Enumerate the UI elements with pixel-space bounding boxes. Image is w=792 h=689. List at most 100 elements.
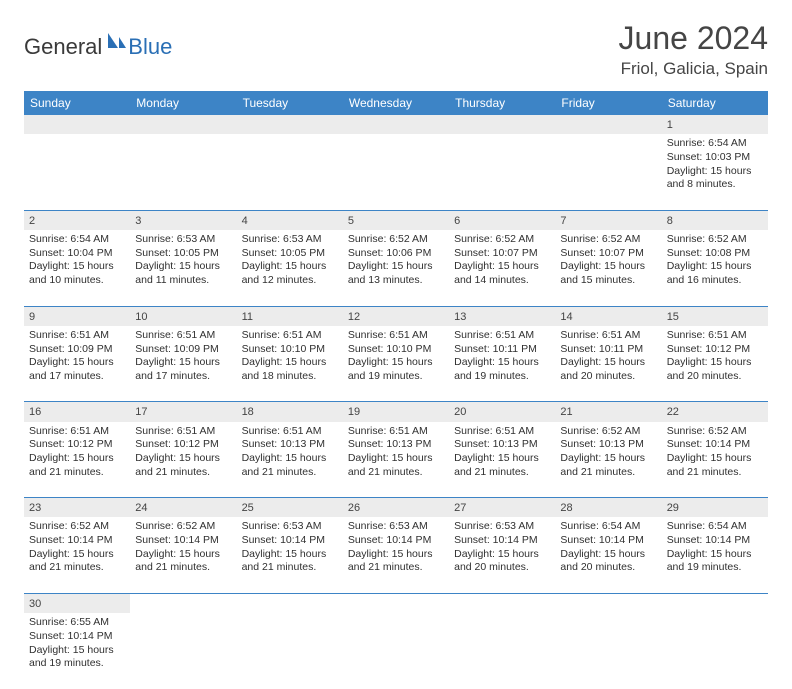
daylight-text-2: and 21 minutes. bbox=[135, 561, 231, 575]
day-number-row: 9101112131415 bbox=[24, 306, 768, 326]
day-cell: Sunrise: 6:51 AMSunset: 10:10 PMDaylight… bbox=[237, 326, 343, 402]
daylight-text-2: and 16 minutes. bbox=[667, 274, 763, 288]
sunrise-text: Sunrise: 6:51 AM bbox=[348, 329, 444, 343]
brand-part1: General bbox=[24, 34, 102, 60]
day-number-cell: 29 bbox=[662, 498, 768, 518]
sunrise-text: Sunrise: 6:52 AM bbox=[560, 233, 656, 247]
day-number-cell: 12 bbox=[343, 306, 449, 326]
day-number: 4 bbox=[242, 214, 338, 228]
sunrise-text: Sunrise: 6:53 AM bbox=[454, 520, 550, 534]
day-cell: Sunrise: 6:52 AMSunset: 10:14 PMDaylight… bbox=[130, 517, 236, 593]
daylight-text-2: and 10 minutes. bbox=[29, 274, 125, 288]
daylight-text-1: Daylight: 15 hours bbox=[348, 356, 444, 370]
sunrise-text: Sunrise: 6:51 AM bbox=[454, 329, 550, 343]
daylight-text-1: Daylight: 15 hours bbox=[348, 260, 444, 274]
day-cell bbox=[555, 613, 661, 689]
daylight-text-2: and 21 minutes. bbox=[667, 466, 763, 480]
day-cell: Sunrise: 6:51 AMSunset: 10:11 PMDaylight… bbox=[555, 326, 661, 402]
location-label: Friol, Galicia, Spain bbox=[619, 59, 768, 79]
sunrise-text: Sunrise: 6:52 AM bbox=[667, 233, 763, 247]
day-number: 27 bbox=[454, 501, 550, 515]
day-number-cell: 26 bbox=[343, 498, 449, 518]
weekday-header: Friday bbox=[555, 91, 661, 115]
daylight-text-2: and 15 minutes. bbox=[560, 274, 656, 288]
day-number-cell: 14 bbox=[555, 306, 661, 326]
sunset-text: Sunset: 10:10 PM bbox=[348, 343, 444, 357]
daylight-text-2: and 20 minutes. bbox=[667, 370, 763, 384]
day-number: 12 bbox=[348, 310, 444, 324]
weekday-header: Wednesday bbox=[343, 91, 449, 115]
weekday-header: Thursday bbox=[449, 91, 555, 115]
daylight-text-1: Daylight: 15 hours bbox=[135, 260, 231, 274]
sunset-text: Sunset: 10:14 PM bbox=[135, 534, 231, 548]
day-number-cell: 5 bbox=[343, 210, 449, 230]
day-cell: Sunrise: 6:51 AMSunset: 10:12 PMDaylight… bbox=[24, 422, 130, 498]
sunrise-text: Sunrise: 6:51 AM bbox=[135, 329, 231, 343]
sunset-text: Sunset: 10:12 PM bbox=[667, 343, 763, 357]
day-number: 9 bbox=[29, 310, 125, 324]
sunrise-text: Sunrise: 6:54 AM bbox=[667, 137, 763, 151]
day-cell: Sunrise: 6:54 AMSunset: 10:14 PMDaylight… bbox=[555, 517, 661, 593]
day-number-cell: 15 bbox=[662, 306, 768, 326]
sunset-text: Sunset: 10:12 PM bbox=[135, 438, 231, 452]
day-number: 15 bbox=[667, 310, 763, 324]
day-number-row: 1 bbox=[24, 115, 768, 134]
calendar-table: SundayMondayTuesdayWednesdayThursdayFrid… bbox=[24, 91, 768, 689]
day-number-cell: 2 bbox=[24, 210, 130, 230]
day-number-cell: 19 bbox=[343, 402, 449, 422]
daylight-text-2: and 21 minutes. bbox=[454, 466, 550, 480]
daylight-text-2: and 21 minutes. bbox=[348, 466, 444, 480]
sunset-text: Sunset: 10:14 PM bbox=[667, 438, 763, 452]
weekday-header: Monday bbox=[130, 91, 236, 115]
day-number-row: 16171819202122 bbox=[24, 402, 768, 422]
weekday-header-row: SundayMondayTuesdayWednesdayThursdayFrid… bbox=[24, 91, 768, 115]
day-detail-row: Sunrise: 6:54 AMSunset: 10:03 PMDaylight… bbox=[24, 134, 768, 210]
sunset-text: Sunset: 10:03 PM bbox=[667, 151, 763, 165]
sunrise-text: Sunrise: 6:51 AM bbox=[667, 329, 763, 343]
day-number-row: 23242526272829 bbox=[24, 498, 768, 518]
sunset-text: Sunset: 10:04 PM bbox=[29, 247, 125, 261]
daylight-text-1: Daylight: 15 hours bbox=[454, 356, 550, 370]
sunset-text: Sunset: 10:07 PM bbox=[560, 247, 656, 261]
daylight-text-2: and 13 minutes. bbox=[348, 274, 444, 288]
day-cell bbox=[343, 134, 449, 210]
sunset-text: Sunset: 10:05 PM bbox=[242, 247, 338, 261]
day-number-cell bbox=[343, 115, 449, 134]
daylight-text-1: Daylight: 15 hours bbox=[29, 356, 125, 370]
day-cell: Sunrise: 6:52 AMSunset: 10:07 PMDaylight… bbox=[449, 230, 555, 306]
day-cell: Sunrise: 6:53 AMSunset: 10:05 PMDaylight… bbox=[130, 230, 236, 306]
day-number-cell: 25 bbox=[237, 498, 343, 518]
daylight-text-2: and 20 minutes. bbox=[454, 561, 550, 575]
day-number: 3 bbox=[135, 214, 231, 228]
daylight-text-2: and 21 minutes. bbox=[135, 466, 231, 480]
sunset-text: Sunset: 10:14 PM bbox=[29, 534, 125, 548]
sunrise-text: Sunrise: 6:53 AM bbox=[242, 520, 338, 534]
day-cell: Sunrise: 6:51 AMSunset: 10:12 PMDaylight… bbox=[662, 326, 768, 402]
day-number: 23 bbox=[29, 501, 125, 515]
day-cell: Sunrise: 6:51 AMSunset: 10:09 PMDaylight… bbox=[24, 326, 130, 402]
day-number-cell: 30 bbox=[24, 593, 130, 613]
day-cell: Sunrise: 6:54 AMSunset: 10:03 PMDaylight… bbox=[662, 134, 768, 210]
daylight-text-1: Daylight: 15 hours bbox=[135, 356, 231, 370]
daylight-text-1: Daylight: 15 hours bbox=[454, 260, 550, 274]
sunrise-text: Sunrise: 6:51 AM bbox=[135, 425, 231, 439]
daylight-text-1: Daylight: 15 hours bbox=[667, 165, 763, 179]
sunrise-text: Sunrise: 6:53 AM bbox=[242, 233, 338, 247]
day-number-cell: 21 bbox=[555, 402, 661, 422]
daylight-text-1: Daylight: 15 hours bbox=[135, 548, 231, 562]
daylight-text-2: and 21 minutes. bbox=[560, 466, 656, 480]
day-cell: Sunrise: 6:52 AMSunset: 10:14 PMDaylight… bbox=[24, 517, 130, 593]
day-number-cell bbox=[130, 593, 236, 613]
day-cell: Sunrise: 6:52 AMSunset: 10:08 PMDaylight… bbox=[662, 230, 768, 306]
sunset-text: Sunset: 10:05 PM bbox=[135, 247, 231, 261]
day-number-cell bbox=[237, 115, 343, 134]
daylight-text-2: and 21 minutes. bbox=[29, 466, 125, 480]
daylight-text-2: and 17 minutes. bbox=[135, 370, 231, 384]
day-number-cell bbox=[130, 115, 236, 134]
daylight-text-1: Daylight: 15 hours bbox=[29, 548, 125, 562]
sunrise-text: Sunrise: 6:54 AM bbox=[667, 520, 763, 534]
daylight-text-1: Daylight: 15 hours bbox=[29, 452, 125, 466]
day-number-cell bbox=[555, 115, 661, 134]
sunrise-text: Sunrise: 6:52 AM bbox=[29, 520, 125, 534]
sunset-text: Sunset: 10:14 PM bbox=[667, 534, 763, 548]
